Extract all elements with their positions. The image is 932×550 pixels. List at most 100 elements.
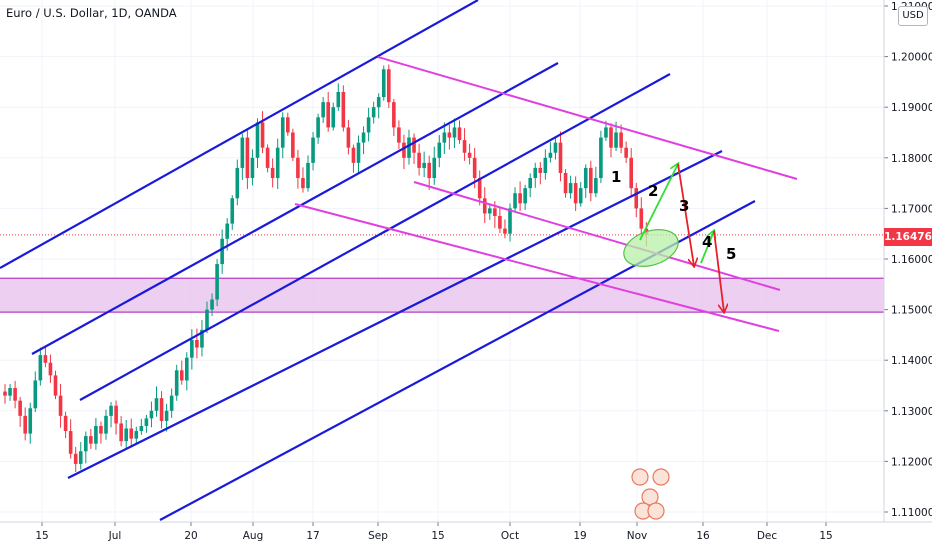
candle-body bbox=[553, 142, 558, 153]
candle-body bbox=[457, 127, 462, 141]
time-axis: 15 Jul 20 Aug 17 Sep 15 Oct 19 Nov 16 Dec 15 bbox=[0, 521, 932, 542]
y-tick-label: 1.18000 bbox=[891, 153, 932, 165]
candle-body bbox=[634, 188, 639, 209]
candle-body bbox=[533, 167, 538, 179]
candle-body bbox=[407, 137, 411, 158]
candle-body bbox=[498, 215, 502, 229]
chart-title: Euro / U.S. Dollar, 1D, OANDA bbox=[6, 6, 177, 20]
candle-body bbox=[427, 162, 431, 179]
candle-body bbox=[614, 132, 618, 148]
candle-body bbox=[94, 425, 98, 444]
candle-body bbox=[624, 147, 628, 158]
magenta-channel-line bbox=[294, 203, 780, 332]
candle-body bbox=[149, 410, 154, 419]
candle-body bbox=[589, 167, 593, 194]
candle-body bbox=[508, 208, 512, 234]
y-tick-label: 1.12000 bbox=[891, 456, 932, 468]
wave-label: 3 bbox=[679, 197, 689, 215]
candle-body bbox=[488, 208, 492, 214]
candle-body bbox=[119, 423, 123, 442]
blue-channel-line bbox=[67, 150, 723, 479]
candle-body bbox=[493, 208, 497, 216]
candle-body bbox=[397, 127, 401, 143]
arrow-up-icon bbox=[639, 164, 678, 241]
candle-body bbox=[594, 178, 598, 194]
candle-body bbox=[346, 127, 351, 148]
candle-body bbox=[432, 157, 437, 179]
event-flag-icon bbox=[647, 502, 665, 520]
candle-body bbox=[336, 92, 341, 108]
y-tick-label: 1.17000 bbox=[891, 203, 932, 215]
candle-body bbox=[134, 431, 139, 439]
candle-body bbox=[472, 157, 477, 179]
candle-body bbox=[63, 415, 68, 432]
candle-body bbox=[321, 102, 325, 118]
candle-body bbox=[639, 208, 644, 229]
x-tick-label: Oct bbox=[501, 530, 519, 542]
candle-body bbox=[104, 415, 108, 434]
candle-body bbox=[169, 395, 174, 411]
candle-body bbox=[185, 357, 189, 381]
candle-body bbox=[462, 140, 467, 153]
wave-label: 2 bbox=[648, 182, 658, 200]
candle-body bbox=[306, 162, 310, 189]
x-tick-label: 20 bbox=[184, 530, 197, 542]
candle-body bbox=[573, 183, 578, 204]
x-tick-label: 17 bbox=[306, 530, 319, 542]
candle-body bbox=[513, 193, 517, 209]
x-tick-label: 15 bbox=[819, 530, 832, 542]
candle-body bbox=[311, 137, 315, 163]
candle-body bbox=[402, 142, 406, 158]
candle-body bbox=[230, 198, 235, 224]
y-tick-label: 1.13000 bbox=[891, 406, 932, 418]
candle-body bbox=[245, 137, 250, 179]
candle-body bbox=[291, 132, 295, 158]
candle-body bbox=[316, 117, 320, 138]
x-tick-label: Jul bbox=[108, 530, 122, 542]
candle-body bbox=[84, 436, 88, 452]
candle-body bbox=[53, 375, 58, 396]
candle-body bbox=[387, 69, 391, 103]
arrow-down-icon bbox=[713, 230, 724, 312]
candle-body bbox=[215, 264, 219, 300]
candle-body bbox=[225, 223, 229, 239]
candle-body bbox=[235, 167, 240, 199]
candle-body bbox=[578, 188, 583, 204]
candle-body bbox=[326, 102, 330, 128]
magenta-channel-line bbox=[413, 181, 781, 291]
candle-body bbox=[437, 142, 442, 158]
candle-body bbox=[154, 398, 159, 411]
arrow-up-icon bbox=[700, 231, 714, 264]
candle-body bbox=[523, 188, 527, 204]
last-price-label: 1.16476 bbox=[884, 228, 932, 246]
candle-body bbox=[482, 198, 487, 214]
x-tick-label: 15 bbox=[431, 530, 444, 542]
x-tick-label: 15 bbox=[35, 530, 48, 542]
grid-lines bbox=[0, 0, 884, 522]
y-tick-label: 1.14000 bbox=[891, 355, 932, 367]
candle-body bbox=[366, 117, 371, 133]
wave-label: 1 bbox=[611, 168, 621, 186]
blue-channel-line bbox=[79, 73, 671, 401]
candle-body bbox=[250, 157, 255, 179]
candle-body bbox=[528, 178, 532, 189]
candle-body bbox=[3, 391, 7, 396]
y-tick-label: 1.11000 bbox=[891, 507, 932, 519]
wave-label: 5 bbox=[726, 245, 736, 263]
candle-body bbox=[619, 132, 623, 148]
currency-button[interactable]: USD bbox=[898, 6, 928, 26]
candle-body bbox=[144, 418, 149, 426]
candle-body bbox=[296, 157, 300, 179]
candle-body bbox=[48, 362, 53, 376]
candle-body bbox=[28, 408, 33, 434]
candle-body bbox=[442, 132, 447, 143]
candle-body bbox=[361, 132, 366, 143]
candle-body bbox=[124, 428, 128, 442]
x-tick-label: Dec bbox=[757, 530, 778, 542]
candle-body bbox=[260, 122, 265, 148]
candle-body bbox=[503, 228, 507, 234]
candle-body bbox=[477, 178, 482, 199]
candle-body bbox=[200, 329, 204, 348]
price-axis: 1.210001.200001.190001.180001.170001.160… bbox=[883, 0, 932, 522]
